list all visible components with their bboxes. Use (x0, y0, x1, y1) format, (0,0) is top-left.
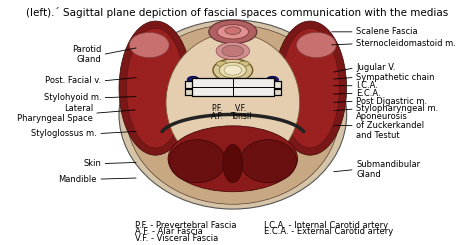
Ellipse shape (281, 28, 339, 148)
Ellipse shape (119, 20, 346, 209)
Ellipse shape (126, 28, 185, 148)
Text: I.C.A. - Internal Carotid artery: I.C.A. - Internal Carotid artery (264, 220, 388, 230)
Ellipse shape (260, 87, 268, 92)
Text: P.F.: P.F. (211, 104, 223, 113)
Text: P.F. - Prevertebral Fascia: P.F. - Prevertebral Fascia (135, 220, 236, 230)
Ellipse shape (119, 21, 192, 155)
Ellipse shape (168, 126, 298, 192)
Text: V.F. - Visceral Fascia: V.F. - Visceral Fascia (135, 234, 218, 243)
Ellipse shape (222, 45, 244, 57)
Text: Tonsil: Tonsil (231, 112, 253, 121)
Text: Submandibular
Gland: Submandibular Gland (356, 160, 420, 179)
Text: Mandible: Mandible (59, 175, 97, 184)
Ellipse shape (209, 20, 257, 44)
Ellipse shape (126, 25, 339, 204)
Text: A.F. - Alar Fascia: A.F. - Alar Fascia (135, 227, 202, 236)
Text: Sternocleidomastoid m.: Sternocleidomastoid m. (356, 39, 456, 48)
Text: (left).´ Sagittal plane depiction of fascial spaces communication with the media: (left).´ Sagittal plane depiction of fas… (26, 7, 448, 18)
Ellipse shape (239, 61, 249, 66)
Text: Scalene Fascia: Scalene Fascia (356, 27, 418, 36)
Ellipse shape (197, 87, 206, 92)
Text: Post Digastric m.: Post Digastric m. (356, 97, 427, 106)
Ellipse shape (219, 62, 246, 78)
Text: Sympathetic chain: Sympathetic chain (356, 73, 435, 82)
Text: Styloglossus m.: Styloglossus m. (31, 129, 97, 138)
Text: Stylopharyngeal m.: Stylopharyngeal m. (356, 104, 438, 113)
Text: Post. Facial v.: Post. Facial v. (45, 76, 101, 86)
Ellipse shape (217, 25, 248, 39)
Text: Lateral
Pharyngeal Space: Lateral Pharyngeal Space (17, 104, 93, 122)
Text: Jugular V.: Jugular V. (356, 63, 395, 72)
Bar (185, 89, 281, 95)
Ellipse shape (213, 59, 253, 82)
Text: V.F.: V.F. (235, 104, 247, 113)
Text: I.C.A.: I.C.A. (356, 81, 378, 90)
Text: E.C.A. - External Carotid artery: E.C.A. - External Carotid artery (264, 227, 393, 236)
Ellipse shape (297, 32, 336, 58)
Text: Stylohyoid m.: Stylohyoid m. (44, 93, 101, 102)
Ellipse shape (129, 32, 169, 58)
Ellipse shape (267, 76, 278, 83)
Bar (185, 81, 281, 88)
Text: Skin: Skin (83, 159, 101, 168)
Text: E.C.A.: E.C.A. (356, 89, 381, 98)
Ellipse shape (216, 42, 249, 60)
Ellipse shape (187, 76, 199, 83)
Text: Parotid
Gland: Parotid Gland (72, 45, 101, 64)
Ellipse shape (225, 27, 241, 35)
Ellipse shape (169, 140, 226, 183)
Ellipse shape (216, 61, 227, 66)
Text: A.F.: A.F. (210, 112, 223, 121)
Ellipse shape (224, 65, 242, 75)
Ellipse shape (240, 140, 297, 183)
Text: Aponeurosis
of Zuckerkandel
and Testut: Aponeurosis of Zuckerkandel and Testut (356, 111, 424, 140)
Ellipse shape (166, 33, 300, 172)
Bar (192, 78, 274, 96)
Ellipse shape (273, 21, 346, 155)
Bar (112, 20, 354, 214)
Ellipse shape (223, 144, 243, 183)
